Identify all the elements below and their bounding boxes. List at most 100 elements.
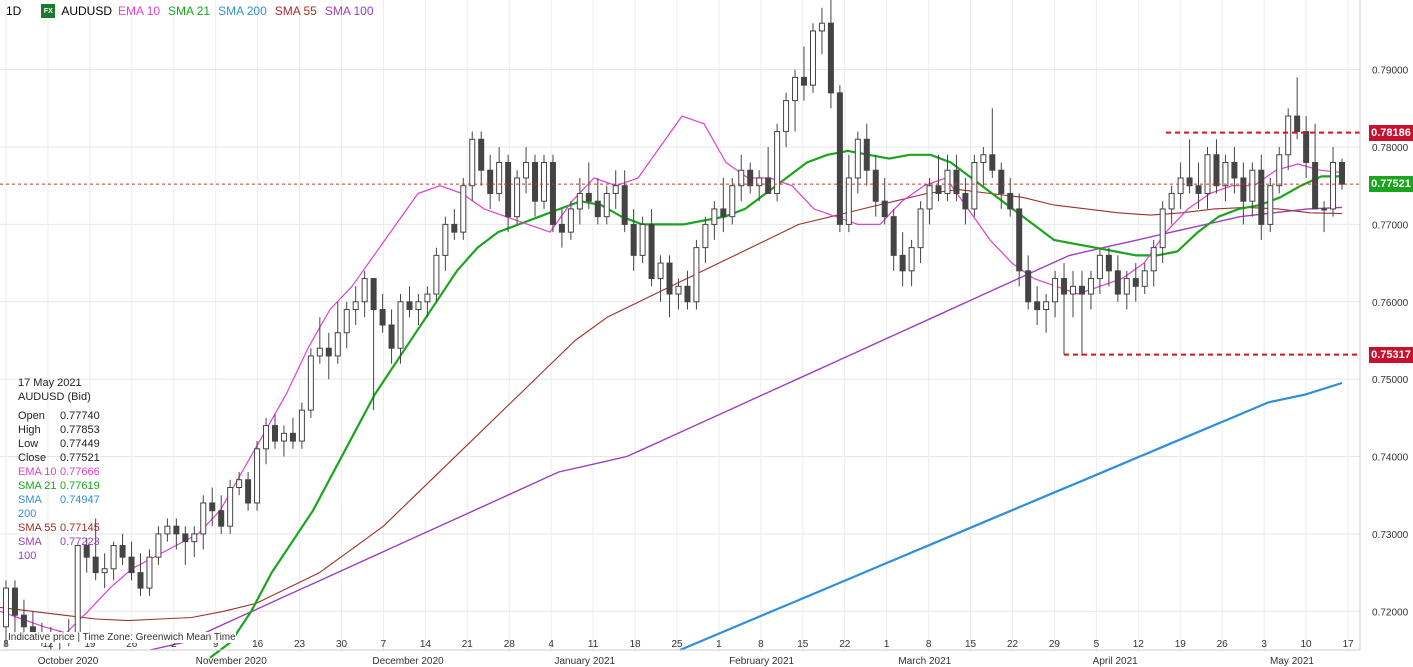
candle-body <box>971 162 978 210</box>
candle-body <box>675 285 682 295</box>
info-row: SMA 200 0.74947 <box>18 493 100 521</box>
info-value: 0.77740 <box>60 410 100 422</box>
indicator-legend-item[interactable]: EMA 10 <box>118 4 161 18</box>
info-label: Open <box>18 410 45 422</box>
candle-body <box>119 545 126 558</box>
candle-body <box>1096 254 1103 280</box>
candle-body <box>809 30 816 86</box>
candle-body <box>1294 115 1301 133</box>
info-row: Low 0.77449 <box>18 437 100 451</box>
y-tick-label: 0.79000 <box>1372 66 1409 77</box>
x-day-label: 5 <box>1094 639 1100 650</box>
candle-body <box>505 162 512 218</box>
sma55-line <box>0 189 1343 622</box>
candle-body <box>451 223 458 233</box>
candle-body <box>980 154 987 163</box>
x-day-label: 30 <box>336 639 348 650</box>
candle-body <box>576 192 583 210</box>
candle-body <box>173 525 180 535</box>
info-date: 17 May 2021 <box>18 377 82 389</box>
x-month-label: November 2020 <box>196 656 268 667</box>
timeframe-label[interactable]: 1D <box>6 4 22 18</box>
candle-body <box>1052 278 1059 303</box>
x-day-label: 18 <box>630 639 642 650</box>
indicator-legend-item[interactable]: SMA 200 <box>218 4 267 18</box>
candle-body <box>146 556 153 589</box>
x-day-label: 9 <box>213 639 219 650</box>
footer-note: Indicative price | Time Zone: Greenwich … <box>8 632 236 643</box>
candle-body <box>1267 185 1274 225</box>
x-month-label: February 2021 <box>729 656 794 667</box>
candle-body <box>433 254 440 295</box>
x-day-label: 19 <box>84 639 96 650</box>
candle-body <box>236 479 243 488</box>
candle-body <box>711 208 718 225</box>
candle-body <box>845 177 852 225</box>
y-tick-label: 0.77000 <box>1372 220 1409 231</box>
candle-body <box>836 92 843 225</box>
candle-body <box>792 76 799 102</box>
info-label: High <box>18 424 41 436</box>
x-day-label: 4 <box>548 639 554 650</box>
candle-body <box>1168 192 1175 210</box>
x-day-label: 12 <box>1133 639 1145 650</box>
x-month-label: January 2021 <box>554 656 615 667</box>
ema10-line <box>0 115 1343 634</box>
candle-body <box>379 309 386 326</box>
candle-body <box>612 185 619 194</box>
info-label: SMA 100 <box>18 536 42 562</box>
candle-body <box>1231 162 1238 179</box>
fx-badge-icon: FX <box>41 4 56 18</box>
candle-body <box>3 587 9 628</box>
indicator-legend-item[interactable]: SMA 55 <box>274 4 317 18</box>
y-tick-label: 0.78000 <box>1372 143 1409 154</box>
candle-body <box>890 216 897 256</box>
y-tick-label: 0.76000 <box>1372 298 1409 309</box>
candle-body <box>603 192 610 218</box>
candle-body <box>523 162 530 179</box>
candle-body <box>827 22 834 94</box>
x-day-label: 1 <box>884 639 890 650</box>
x-day-label: 22 <box>1007 639 1019 650</box>
indicator-legend-item[interactable]: SMA 100 <box>324 4 374 18</box>
info-row: SMA 21 0.77619 <box>18 479 100 493</box>
x-day-label: 11 <box>588 639 599 650</box>
info-row: SMA 55 0.77145 <box>18 521 100 535</box>
y-tick-label: 0.74000 <box>1372 453 1409 464</box>
candle-body <box>514 177 521 218</box>
candle-body <box>702 223 709 249</box>
candle-body <box>227 487 234 527</box>
x-day-label: 3 <box>1261 639 1267 650</box>
indicator-legend-item[interactable]: SMA 21 <box>168 4 211 18</box>
candle-body <box>280 432 287 442</box>
candle-body <box>1312 162 1319 210</box>
candle-body <box>334 332 341 357</box>
candle-body <box>657 262 664 280</box>
candle-body <box>1321 208 1328 211</box>
y-tick-label: 0.72000 <box>1372 607 1409 618</box>
candle-body <box>944 169 951 194</box>
candle-body <box>460 185 467 233</box>
x-day-label: 8 <box>926 639 932 650</box>
price-tag: 0.77521 <box>1369 176 1413 193</box>
candle-body <box>155 533 162 558</box>
candle-body <box>693 247 700 303</box>
info-value: 0.77666 <box>60 466 100 478</box>
candle-body <box>83 545 90 558</box>
x-day-label: 29 <box>1049 639 1061 650</box>
candle-body <box>316 347 323 357</box>
symbol-label[interactable]: AUDUSD <box>61 4 113 18</box>
x-day-label: 15 <box>965 639 977 650</box>
price-tag: 0.75317 <box>1369 346 1413 363</box>
candle-body <box>263 425 270 450</box>
indicator-legend: EMA 10 SMA 21 SMA 200 SMA 55 SMA 100 <box>118 4 374 18</box>
candle-body <box>1070 285 1077 295</box>
candle-body <box>774 131 781 194</box>
candle-body <box>549 162 556 225</box>
info-label: Close <box>18 452 47 464</box>
candle-body <box>989 154 996 171</box>
candle-body <box>1123 278 1130 295</box>
x-day-label: 15 <box>797 639 809 650</box>
candle-body <box>20 614 27 628</box>
